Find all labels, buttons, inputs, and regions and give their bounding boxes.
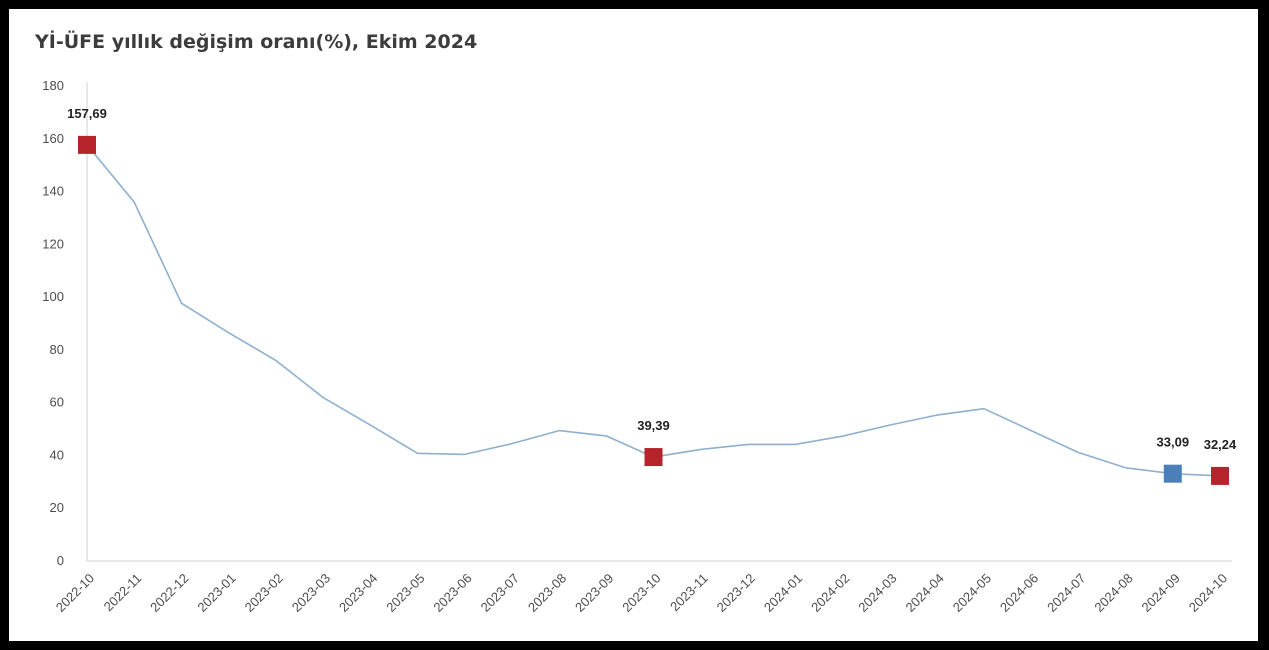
data-point-marker [644, 448, 663, 467]
x-tick-label: 2024-04 [903, 571, 947, 615]
data-point-marker [1211, 466, 1229, 485]
data-label: 157,69 [67, 106, 107, 121]
x-tick-label: 2023-12 [714, 571, 758, 615]
x-tick-label: 2023-11 [667, 571, 711, 615]
x-tick-label: 2024-06 [997, 571, 1041, 615]
y-tick-label: 180 [42, 78, 64, 93]
y-tick-label: 0 [57, 553, 64, 568]
x-tick-label: 2023-07 [478, 571, 522, 615]
x-tick-label: 2023-06 [430, 571, 474, 615]
data-label: 32,24 [1204, 437, 1237, 452]
chart-frame: Yİ-ÜFE yıllık değişim oranı(%), Ekim 202… [9, 9, 1258, 641]
data-label: 39,39 [637, 418, 670, 433]
x-tick-label: 2022-10 [53, 571, 97, 615]
y-tick-label: 80 [50, 342, 64, 357]
x-tick-label: 2024-05 [950, 571, 994, 615]
x-tick-label: 2024-01 [761, 571, 805, 615]
y-tick-label: 100 [42, 289, 64, 304]
x-tick-label: 2024-10 [1186, 571, 1230, 615]
data-point-marker [78, 135, 96, 154]
x-tick-label: 2023-10 [619, 571, 663, 615]
y-tick-label: 40 [50, 447, 64, 462]
x-tick-label: 2024-07 [1044, 571, 1088, 615]
y-tick-label: 140 [42, 184, 64, 199]
x-tick-label: 2024-08 [1091, 571, 1135, 615]
y-tick-label: 120 [42, 236, 64, 251]
x-tick-label: 2024-03 [855, 571, 899, 615]
y-tick-label: 160 [42, 131, 64, 146]
x-tick-label: 2024-09 [1139, 571, 1183, 615]
data-point-marker [1163, 464, 1182, 483]
chart-title: Yİ-ÜFE yıllık değişim oranı(%), Ekim 202… [35, 31, 478, 53]
x-tick-label: 2023-05 [383, 571, 427, 615]
x-tick-label: 2023-02 [242, 571, 286, 615]
y-tick-label: 60 [50, 395, 64, 410]
x-tick-label: 2022-11 [101, 571, 145, 615]
data-label: 33,09 [1157, 435, 1190, 450]
x-tick-label: 2024-02 [808, 571, 852, 615]
x-tick-label: 2023-04 [336, 571, 380, 615]
x-tick-label: 2023-09 [572, 571, 616, 615]
x-tick-label: 2023-01 [194, 571, 238, 615]
y-tick-label: 20 [50, 500, 64, 515]
x-tick-label: 2023-08 [525, 571, 569, 615]
x-tick-label: 2022-12 [147, 571, 191, 615]
x-tick-label: 2023-03 [289, 571, 333, 615]
